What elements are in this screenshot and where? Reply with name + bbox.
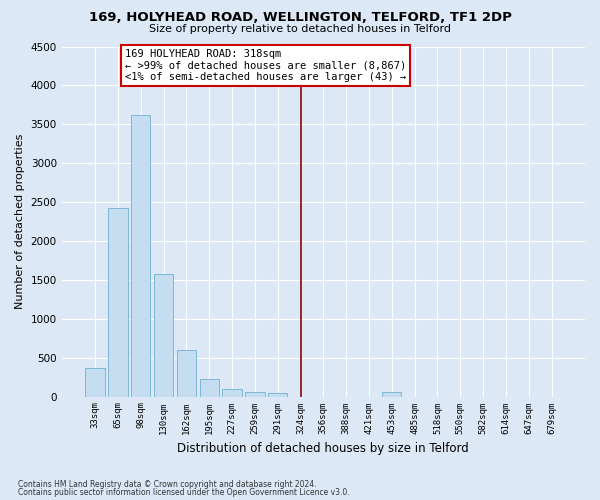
Text: Size of property relative to detached houses in Telford: Size of property relative to detached ho… [149, 24, 451, 34]
Bar [382, 392, 401, 396]
Bar [85, 368, 105, 396]
Text: 169, HOLYHEAD ROAD, WELLINGTON, TELFORD, TF1 2DP: 169, HOLYHEAD ROAD, WELLINGTON, TELFORD,… [89, 11, 511, 24]
Bar [223, 389, 242, 396]
Bar [268, 394, 287, 396]
Bar [177, 350, 196, 397]
X-axis label: Distribution of detached houses by size in Telford: Distribution of detached houses by size … [178, 442, 469, 455]
Bar [131, 115, 151, 396]
Bar [154, 274, 173, 396]
Text: Contains public sector information licensed under the Open Government Licence v3: Contains public sector information licen… [18, 488, 350, 497]
Bar [108, 208, 128, 396]
Text: Contains HM Land Registry data © Crown copyright and database right 2024.: Contains HM Land Registry data © Crown c… [18, 480, 317, 489]
Bar [200, 380, 219, 396]
Y-axis label: Number of detached properties: Number of detached properties [15, 134, 25, 309]
Text: 169 HOLYHEAD ROAD: 318sqm
← >99% of detached houses are smaller (8,867)
<1% of s: 169 HOLYHEAD ROAD: 318sqm ← >99% of deta… [125, 49, 406, 82]
Bar [245, 392, 265, 396]
